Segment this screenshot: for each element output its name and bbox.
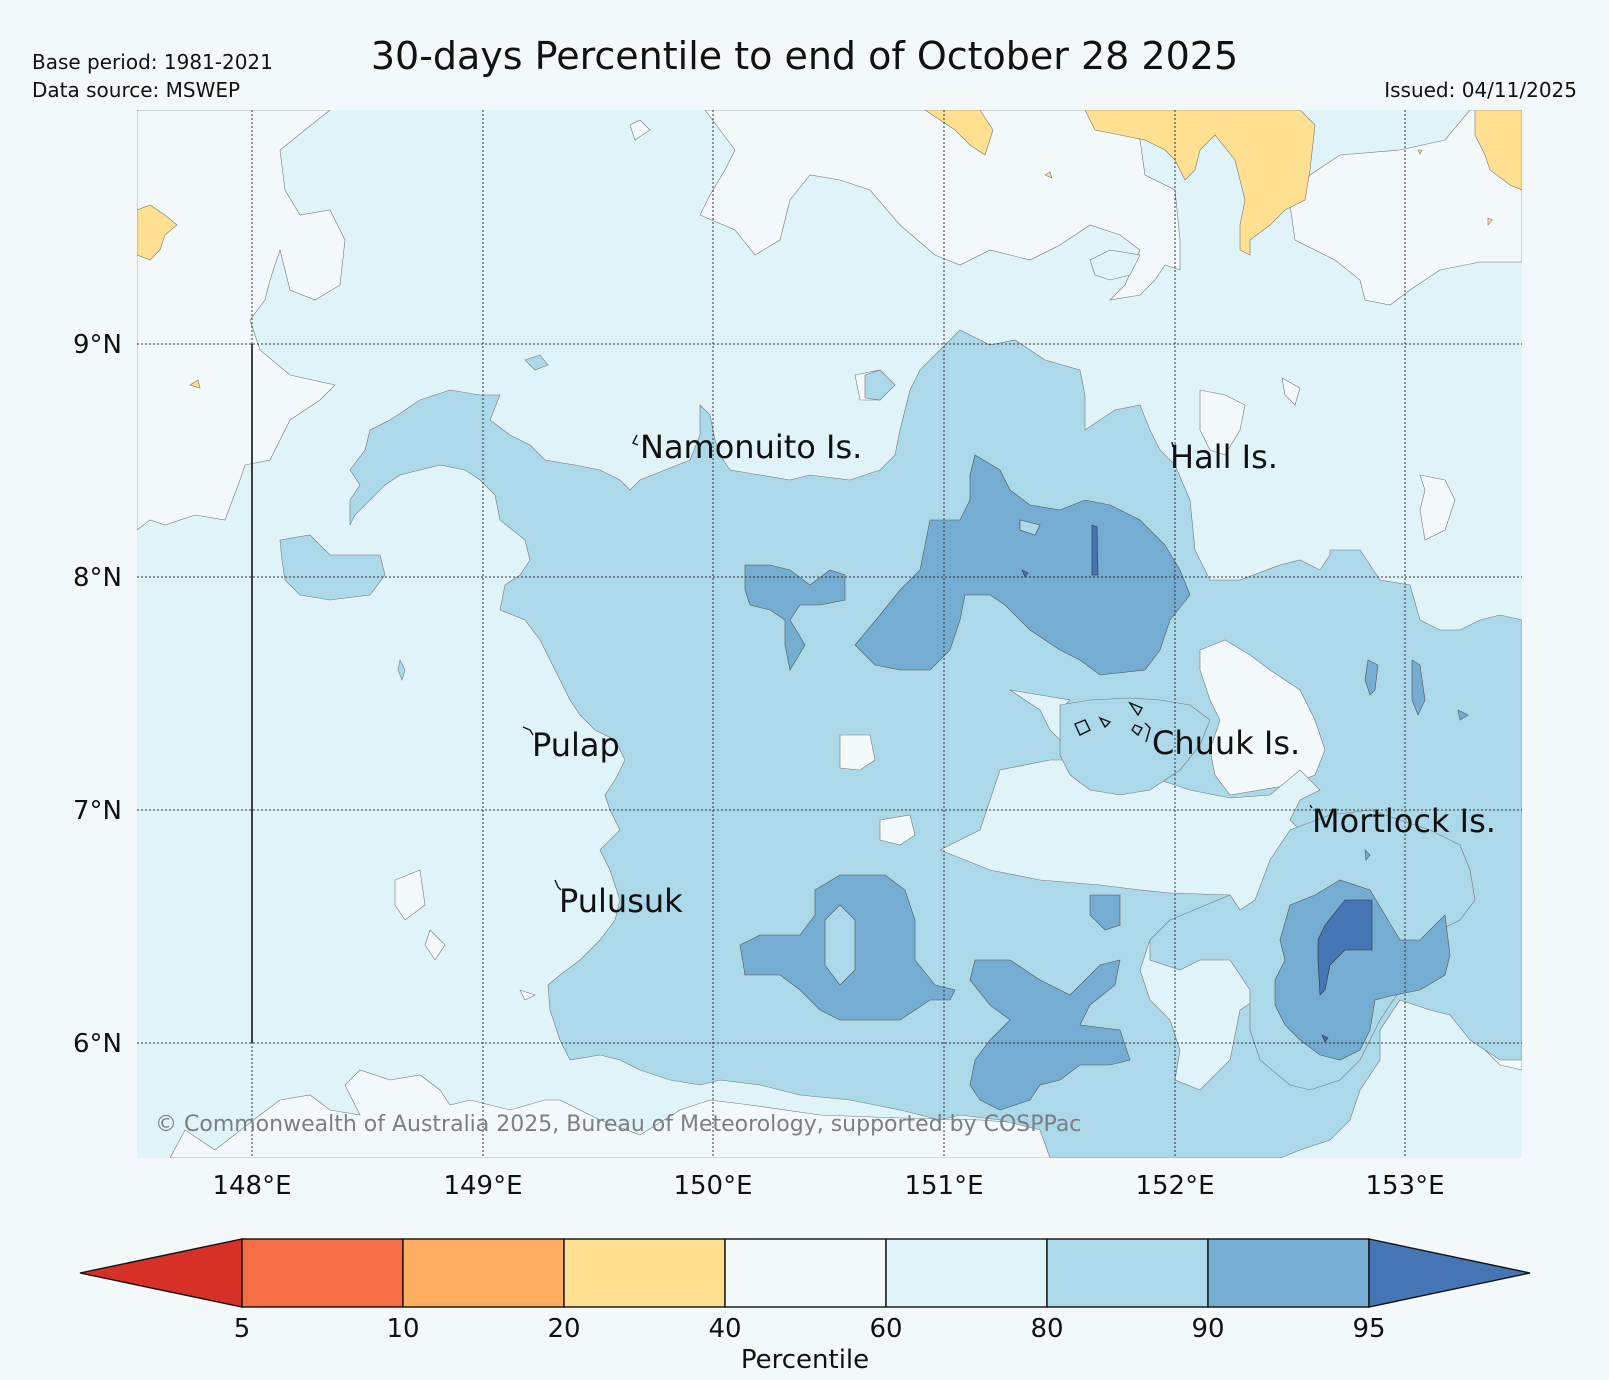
place-label: Mortlock Is. — [1312, 802, 1496, 840]
lon-tick-label: 149°E — [443, 1171, 522, 1201]
place-label: Namonuito Is. — [640, 428, 862, 466]
colorbar — [79, 1238, 1531, 1308]
issued-date: Issued: 04/11/2025 — [1384, 78, 1577, 102]
colorbar-bin — [1207, 1238, 1370, 1308]
colorbar-tick-label: 10 — [386, 1314, 419, 1344]
lon-tick-label: 153°E — [1365, 1171, 1444, 1201]
colorbar-bin — [1046, 1238, 1209, 1308]
colorbar-extend-high — [1368, 1238, 1531, 1308]
lon-tick-label: 150°E — [673, 1171, 752, 1201]
lat-tick-label: 7°N — [73, 796, 122, 826]
base-period-note: Base period: 1981-2021 — [32, 50, 273, 74]
lat-axis: 9°N 8°N 7°N 6°N — [73, 330, 122, 1059]
map-title: 30-days Percentile to end of October 28 … — [370, 34, 1239, 78]
place-label: Chuuk Is. — [1152, 724, 1300, 762]
colorbar-tick-label: 80 — [1030, 1314, 1063, 1344]
band-90-95 — [739, 454, 1469, 1111]
colorbar-tick-label: 40 — [708, 1314, 741, 1344]
colorbar-bin — [724, 1238, 887, 1308]
colorbar-bin — [402, 1238, 565, 1308]
colorbar-bin — [885, 1238, 1048, 1308]
place-label: Pulap — [532, 726, 620, 764]
place-labels: Namonuito Is. Hall Is. Pulap Chuuk Is. M… — [532, 428, 1496, 920]
band-20-40 — [137, 110, 1522, 389]
colorbar-tick-label: 5 — [234, 1314, 251, 1344]
lon-tick-label: 151°E — [904, 1171, 983, 1201]
colorbar-bin — [563, 1238, 726, 1308]
colorbar-tick-label: 95 — [1352, 1314, 1385, 1344]
map-area: © Commonwealth of Australia 2025, Bureau… — [137, 110, 1522, 1158]
lat-tick-label: 8°N — [73, 563, 122, 593]
lon-tick-label: 148°E — [212, 1171, 291, 1201]
lat-tick-label: 6°N — [73, 1029, 122, 1059]
band-above-95 — [1021, 524, 1373, 1043]
colorbar-tick-label: 20 — [547, 1314, 580, 1344]
place-label: Hall Is. — [1170, 438, 1278, 476]
colorbar-tick-label: 60 — [869, 1314, 902, 1344]
lat-tick-label: 9°N — [73, 330, 122, 360]
colorbar-ticks: 5 10 20 40 60 80 90 95 Percentile — [234, 1314, 1386, 1375]
lon-axis: 148°E 149°E 150°E 151°E 152°E 153°E — [212, 1171, 1444, 1201]
colorbar-title: Percentile — [741, 1345, 869, 1375]
copyright-notice: © Commonwealth of Australia 2025, Bureau… — [155, 1112, 1081, 1137]
lon-tick-label: 152°E — [1135, 1171, 1214, 1201]
place-label: Pulusuk — [559, 882, 683, 920]
colorbar-extend-low — [79, 1238, 243, 1308]
colorbar-bin — [241, 1238, 404, 1308]
colorbar-tick-label: 90 — [1191, 1314, 1224, 1344]
islands — [522, 434, 1313, 891]
data-source-note: Data source: MSWEP — [32, 78, 241, 102]
